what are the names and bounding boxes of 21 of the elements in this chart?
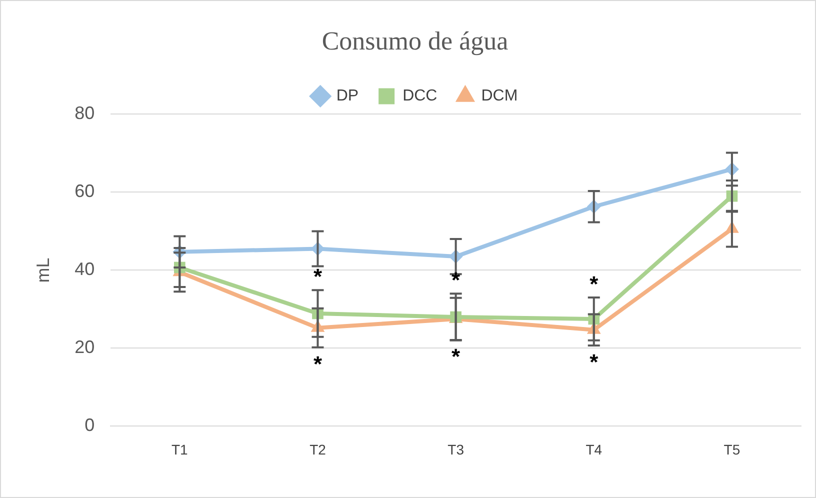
legend-label: DCC <box>402 88 438 105</box>
y-tick-label: 0 <box>84 415 95 436</box>
y-tick-label: 20 <box>74 337 95 358</box>
legend-label: DP <box>336 88 359 105</box>
y-tick-label: 80 <box>74 103 95 124</box>
x-tick-label: T3 <box>448 441 464 458</box>
x-tick-label: T4 <box>586 441 602 458</box>
annotation: * <box>313 264 322 290</box>
annotation: * <box>313 351 322 376</box>
annotation: * <box>452 344 461 370</box>
annotation: * <box>590 272 599 297</box>
x-tick-label: T2 <box>310 441 326 458</box>
x-tick-label: T5 <box>724 441 740 458</box>
chart-title: Consumo de água <box>322 26 509 56</box>
y-tick-label: 40 <box>74 259 95 280</box>
annotation: * <box>452 268 461 293</box>
y-tick-label: 60 <box>74 181 95 202</box>
y-axis-title: mL <box>32 258 53 283</box>
annotation: * <box>590 350 599 375</box>
x-tick-label: T1 <box>171 441 188 458</box>
legend-label: DCM <box>481 88 518 105</box>
